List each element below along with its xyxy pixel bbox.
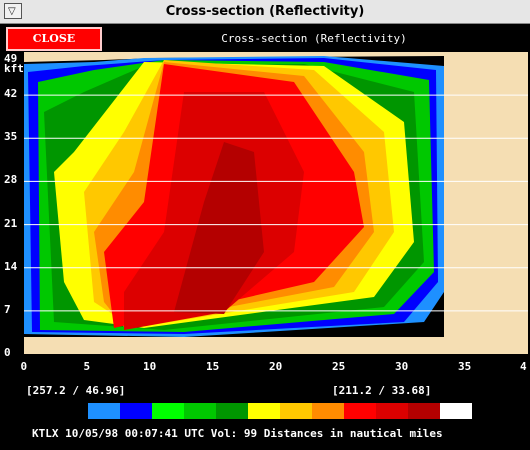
legend-swatch — [376, 403, 408, 419]
left-endpoint-coords: [257.2 / 46.96] — [26, 384, 126, 397]
legend-swatch — [344, 403, 376, 419]
window-menu-button[interactable]: ▽ — [4, 3, 22, 19]
status-line: KTLX 10/05/98 00:07:41 UTC Vol: 99 Dista… — [32, 427, 443, 440]
y-axis-unit: kft — [4, 62, 24, 75]
x-tick-label: 0 — [20, 360, 28, 373]
y-tick-label: 35 — [4, 130, 18, 144]
y-tick-label: 21 — [4, 216, 18, 230]
x-tick-label: 30 — [395, 360, 409, 373]
x-tick-label: 25 — [332, 360, 346, 373]
echo-layer — [24, 56, 444, 354]
x-tick-label: 15 — [206, 360, 220, 373]
y-tick-label: 0 — [4, 346, 11, 359]
x-tick-label: 5 — [83, 360, 91, 373]
right-endpoint-coords: [211.2 / 33.68] — [332, 384, 432, 397]
legend-swatch — [216, 403, 248, 419]
legend-swatch — [280, 403, 312, 419]
y-tick-label: 7 — [4, 302, 11, 316]
legend-swatch — [120, 403, 152, 419]
gridlines — [24, 94, 528, 312]
reflectivity-cross-section — [24, 56, 528, 354]
plot-area — [24, 52, 528, 354]
close-button[interactable]: CLOSE — [6, 27, 102, 51]
legend-swatch — [408, 403, 440, 419]
legend-swatch — [248, 403, 280, 419]
legend-swatch — [184, 403, 216, 419]
title-bar: ▽ Cross-section (Reflectivity) — [0, 0, 530, 24]
legend-swatch — [440, 403, 472, 419]
echo-core — [174, 142, 264, 314]
surface-band — [24, 337, 444, 354]
product-heading: Cross-section (Reflectivity) — [221, 32, 407, 45]
y-tick-label: 42 — [4, 87, 18, 101]
legend-swatch — [152, 403, 184, 419]
x-tick-label: 4 — [520, 360, 527, 373]
y-tick-label: 28 — [4, 173, 18, 187]
legend-swatch — [88, 403, 120, 419]
color-legend — [88, 403, 472, 419]
x-tick-label: 35 — [458, 360, 472, 373]
x-tick-label: 20 — [269, 360, 283, 373]
y-tick-label: 49 — [4, 52, 18, 65]
window-title: Cross-section (Reflectivity) — [165, 4, 365, 19]
chevron-down-icon: ▽ — [8, 6, 16, 17]
y-tick-label: 14 — [4, 259, 18, 273]
legend-swatch — [312, 403, 344, 419]
x-tick-label: 10 — [143, 360, 157, 373]
